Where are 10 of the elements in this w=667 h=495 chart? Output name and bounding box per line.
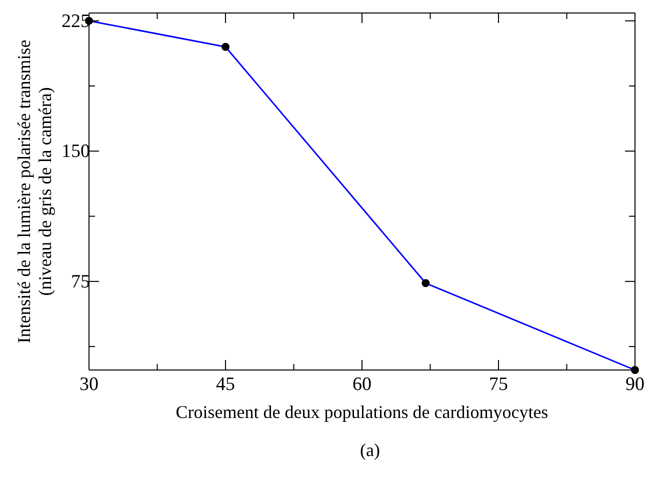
y-tick-label: 75 [71, 271, 90, 292]
y-axis-title: Intensité de la lumière polarisée transmise (niveau de gris de la caméra) [14, 40, 55, 344]
text: (a) [359, 440, 381, 461]
x-tick-label: 30 [80, 374, 98, 395]
y-tick-label: 150 [62, 141, 90, 162]
x-tick-label: 60 [352, 374, 372, 395]
x-tick-label: 90 [626, 374, 644, 395]
x-axis-title: Croisement de deux populations de cardiomyocytes [176, 402, 548, 422]
x-tick-label: 75 [489, 374, 508, 395]
x-tick-label: 45 [216, 374, 235, 395]
